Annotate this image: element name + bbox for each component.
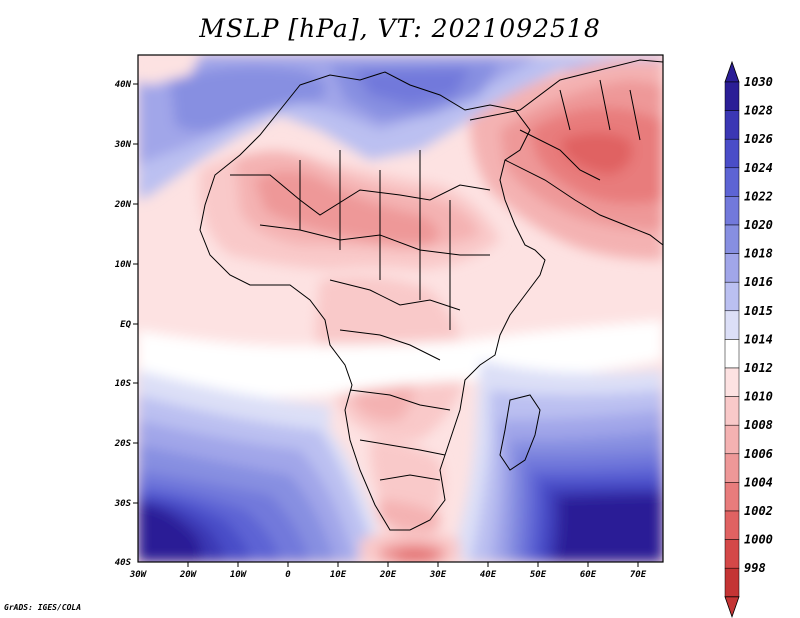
lon-label-30e: 30E — [429, 570, 447, 580]
colorbar-swatch — [724, 539, 740, 569]
lon-label-20e: 20E — [379, 570, 397, 580]
lon-label-60e: 60E — [580, 570, 597, 580]
lon-label-0: 0 — [285, 570, 291, 580]
colorbar-label: 1016 — [744, 275, 773, 289]
colorbar-label: 1030 — [744, 75, 773, 89]
longitude-axis: 30W 20W 10W 0 10E 20E 30E 40E 50E 60E 70… — [129, 562, 647, 580]
colorbar-swatch — [724, 224, 740, 254]
colorbar-swatch — [724, 138, 740, 169]
colorbar-label: 1018 — [744, 247, 773, 261]
lat-label-10n: 10N — [115, 260, 132, 270]
colorbar-label: 1008 — [744, 418, 773, 432]
colorbar-swatch — [724, 396, 740, 426]
lon-label-10e: 10E — [330, 570, 347, 580]
madagascar-coastline — [499, 394, 541, 471]
colorbar-swatch — [724, 281, 740, 312]
lat-label-40s: 40S — [115, 558, 132, 568]
colorbar-swatch — [724, 367, 740, 397]
colorbar-label: 1012 — [744, 361, 773, 375]
colorbar-top-arrow — [724, 60, 740, 83]
latitude-axis: 40N 30N 20N 10N EQ 10S 20S 30S 40S — [114, 80, 138, 568]
lon-label-30w: 30W — [129, 570, 148, 580]
colorbar-label: 1002 — [744, 504, 773, 518]
lon-label-40e: 40E — [480, 570, 497, 580]
map-title: MSLP [hPa], VT: 2021092518 — [199, 14, 601, 43]
asia-coastline-north — [469, 59, 663, 121]
africa-coastline — [199, 71, 546, 531]
lat-label-30s: 30S — [114, 499, 132, 509]
colorbar-swatch — [724, 482, 740, 512]
colorbar-label: 1006 — [744, 447, 773, 461]
colorbar-label: 1010 — [744, 390, 773, 404]
lat-label-eq: EQ — [120, 320, 131, 330]
colorbar-label: 1028 — [744, 104, 773, 118]
colorbar-swatch — [724, 510, 740, 540]
colorbar-label: 1014 — [744, 332, 773, 346]
colorbar-label: 1004 — [744, 475, 773, 489]
colorbar-swatch — [724, 424, 740, 455]
grads-credit: GrADS: IGES/COLA — [4, 603, 82, 612]
colorbar-swatch — [724, 81, 740, 111]
lon-label-70e: 70E — [630, 570, 647, 580]
colorbar-label: 1015 — [744, 304, 773, 318]
lon-label-20w: 20W — [179, 570, 198, 580]
coastlines — [199, 59, 663, 531]
colorbar-swatch — [724, 253, 740, 283]
plot-frame — [137, 54, 664, 563]
colorbar-swatch — [724, 167, 740, 197]
colorbar-label: 1024 — [744, 161, 773, 175]
colorbar-bottom-arrow — [724, 596, 740, 618]
lat-label-30n: 30N — [114, 140, 132, 150]
colorbar-label: 1022 — [744, 189, 773, 203]
colorbar-swatch — [724, 339, 740, 369]
colorbar-swatch — [724, 310, 740, 340]
colorbar-label: 1026 — [744, 132, 773, 146]
lat-label-10s: 10S — [115, 379, 132, 389]
colorbar: 1030 1028 1026 1024 1022 1020 1018 1016 1015 1014… — [724, 60, 773, 618]
colorbar-label: 1020 — [744, 218, 773, 232]
lon-label-10w: 10W — [230, 570, 248, 580]
colorbar-label: 1000 — [744, 533, 773, 547]
lat-label-20n: 20N — [114, 200, 132, 210]
pressure-field — [138, 55, 663, 562]
lon-label-50e: 50E — [530, 570, 547, 580]
colorbar-swatch — [724, 567, 740, 598]
lat-label-40n: 40N — [115, 80, 132, 90]
colorbar-swatch — [724, 110, 740, 140]
arabia-coastline — [504, 159, 663, 246]
colorbar-swatch — [724, 196, 740, 226]
colorbar-label: 998 — [744, 561, 766, 575]
colorbar-swatch — [724, 453, 740, 483]
lat-label-20s: 20S — [114, 439, 132, 449]
